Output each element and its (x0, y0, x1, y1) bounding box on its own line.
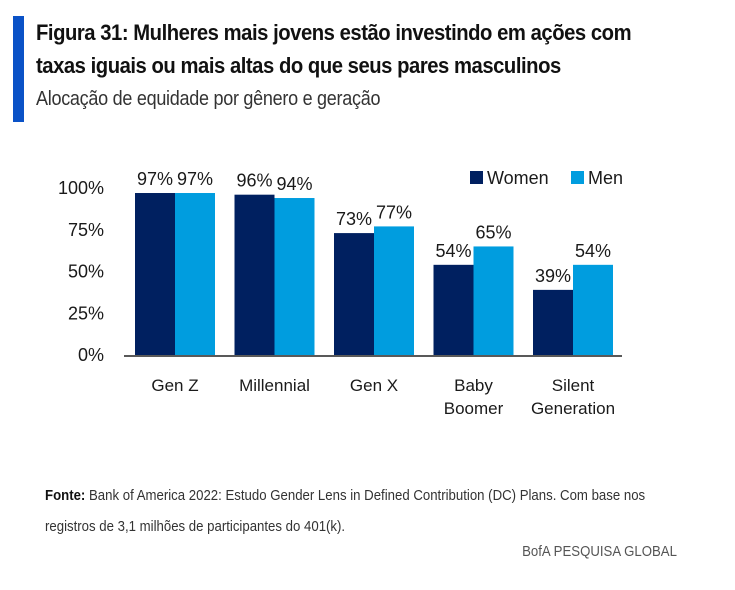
source-note: Fonte: Bank of America 2022: Estudo Gend… (45, 480, 679, 542)
bar-men (473, 246, 514, 355)
figure-title-line-1: Figura 31: Mulheres mais jovens estão in… (36, 20, 632, 45)
bar-value-label: 65% (475, 222, 511, 242)
source-label: Fonte: (45, 487, 86, 504)
bar-women (334, 233, 374, 355)
bar-value-label: 94% (276, 174, 312, 194)
x-axis-labels: Gen Z Millennial Gen X Baby Boomer Silent Gene… (151, 376, 615, 418)
x-category-label: Millennial (239, 376, 310, 395)
source-text: Bank of America 2022: Estudo Gender Lens… (45, 487, 646, 535)
bar-women (533, 289, 573, 355)
x-category-label: Silent (552, 376, 595, 395)
y-tick-label: 75% (68, 220, 104, 240)
bar-men (573, 264, 613, 355)
bar-women (433, 264, 474, 355)
bar-chart: 0%25%50%75%100% 97% 97% 96% 94%73% 77%54%65%… (58, 168, 623, 418)
x-category-label: Boomer (444, 399, 504, 418)
bar-value-label: 54% (435, 241, 471, 261)
bar-value-label: 97% (137, 169, 173, 189)
y-tick-label: 25% (68, 303, 104, 323)
x-category-label: Generation (531, 399, 615, 418)
x-category-label: Gen X (350, 376, 398, 395)
y-tick-label: 50% (68, 262, 104, 282)
x-category-label: Gen Z (151, 376, 198, 395)
bar-value-label: 96% (236, 171, 272, 191)
bar-value-label: 97% (177, 169, 213, 189)
bar-women (234, 194, 275, 355)
figure-subtitle: Alocação de equidade por gênero e geraçã… (36, 88, 381, 110)
legend-label-women: Women (487, 168, 549, 188)
legend-label-men: Men (588, 168, 623, 188)
bar-men (274, 198, 315, 355)
bars-group (135, 193, 613, 355)
figure-title: Figura 31: Mulheres mais jovens estão in… (36, 16, 662, 82)
bar-value-label: 77% (376, 202, 412, 222)
bar-women (135, 193, 175, 355)
bar-men (374, 226, 414, 355)
figure-title-line-2: taxas iguais ou mais altas do que seus p… (36, 53, 561, 78)
bar-value-label: 73% (336, 209, 372, 229)
legend-swatch-men (571, 171, 584, 184)
x-category-label: Baby (454, 376, 493, 395)
brand-credit: BofA PESQUISA GLOBAL (522, 543, 677, 560)
bar-labels-group: 97% 97% 96% 94%73% 77%54%65%39%54% (137, 169, 611, 286)
y-tick-label: 0% (78, 345, 104, 365)
y-axis: 0% 25% 50% 75% 100% (58, 178, 104, 365)
bar-men (175, 193, 215, 355)
bar-value-label: 54% (575, 241, 611, 261)
legend-swatch-women (470, 171, 483, 184)
legend: Women Men (470, 168, 623, 188)
y-tick-label: 100% (58, 178, 104, 198)
title-accent-bar (13, 16, 24, 122)
bar-value-label: 39% (535, 266, 571, 286)
